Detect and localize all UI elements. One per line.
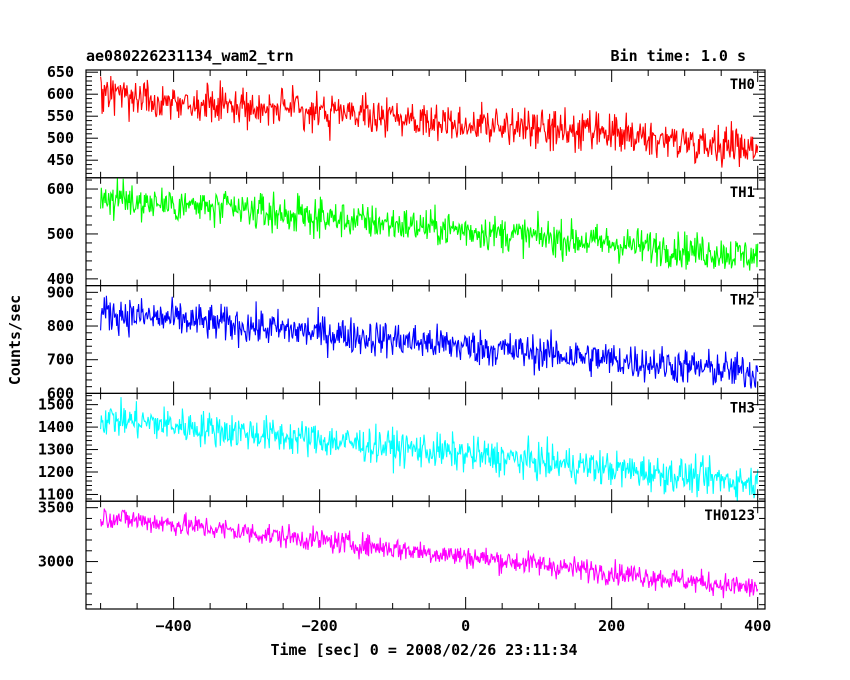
y-tick-label-th1: 400 (47, 270, 74, 288)
y-tick-label-th0: 500 (47, 129, 74, 147)
band-label-th2: TH2 (730, 293, 755, 309)
series-th2 (100, 295, 759, 389)
y-tick-label-th0: 650 (47, 63, 74, 81)
y-tick-label-th0123: 3000 (38, 553, 74, 571)
panel-th1: 400 500 600 TH1 (47, 177, 766, 288)
y-tick-label-th0: 550 (47, 107, 74, 125)
y-tick-label-th2: 600 (47, 384, 74, 402)
x-tick-label: 200 (598, 617, 625, 635)
bin-time-label: Bin time: 1.0 s (611, 47, 746, 65)
y-tick-label-th3: 1500 (38, 396, 74, 414)
x-tick-label: 0 (461, 617, 470, 635)
x-tick-label: 400 (744, 617, 771, 635)
panel-th2: 600 700 800 900 TH2 (47, 283, 766, 402)
y-tick-label-th0: 450 (47, 151, 74, 169)
y-tick-label-th2: 900 (47, 283, 74, 301)
band-label-th0123: TH0123 (704, 508, 755, 524)
panel-th0123: 3000 3500 TH0123 (38, 499, 766, 610)
y-tick-label-th3: 1200 (38, 463, 74, 481)
y-tick-label-th3: 1400 (38, 418, 74, 436)
plot-title: ae080226231134_wam2_trn (86, 47, 294, 65)
series-th0123 (100, 508, 759, 599)
panel-stack: 450 500 550 600 650 TH0 400 500 600 TH1 600 700 800 9… (38, 63, 771, 635)
series-th3 (100, 397, 759, 502)
y-tick-label-th1: 600 (47, 180, 74, 198)
series-th0 (100, 75, 759, 168)
band-label-th1: TH1 (730, 185, 755, 201)
y-tick-label-th0: 600 (47, 85, 74, 103)
band-label-th0: TH0 (730, 77, 755, 93)
panel-th0: 450 500 550 600 650 TH0 (47, 63, 766, 179)
panel-frame-th0123 (85, 500, 766, 610)
y-tick-label-th0123: 3500 (38, 499, 74, 517)
y-tick-label-th1: 500 (47, 225, 74, 243)
y-axis-label: Counts/sec (6, 295, 24, 385)
y-tick-label-th2: 800 (47, 317, 74, 335)
x-axis-label: Time [sec] 0 = 2008/02/26 23:11:34 (270, 641, 577, 659)
band-label-th3: TH3 (730, 400, 755, 416)
y-tick-label-th3: 1100 (38, 485, 74, 503)
y-tick-label-th2: 700 (47, 351, 74, 369)
x-tick-label: −200 (302, 617, 338, 635)
panel-frame-th2 (85, 285, 766, 395)
series-th1 (100, 177, 759, 271)
y-tick-label-th3: 1300 (38, 441, 74, 459)
x-tick-label: −400 (156, 617, 192, 635)
panel-th3: 1100 1200 1300 1400 1500 TH3 (38, 392, 766, 503)
